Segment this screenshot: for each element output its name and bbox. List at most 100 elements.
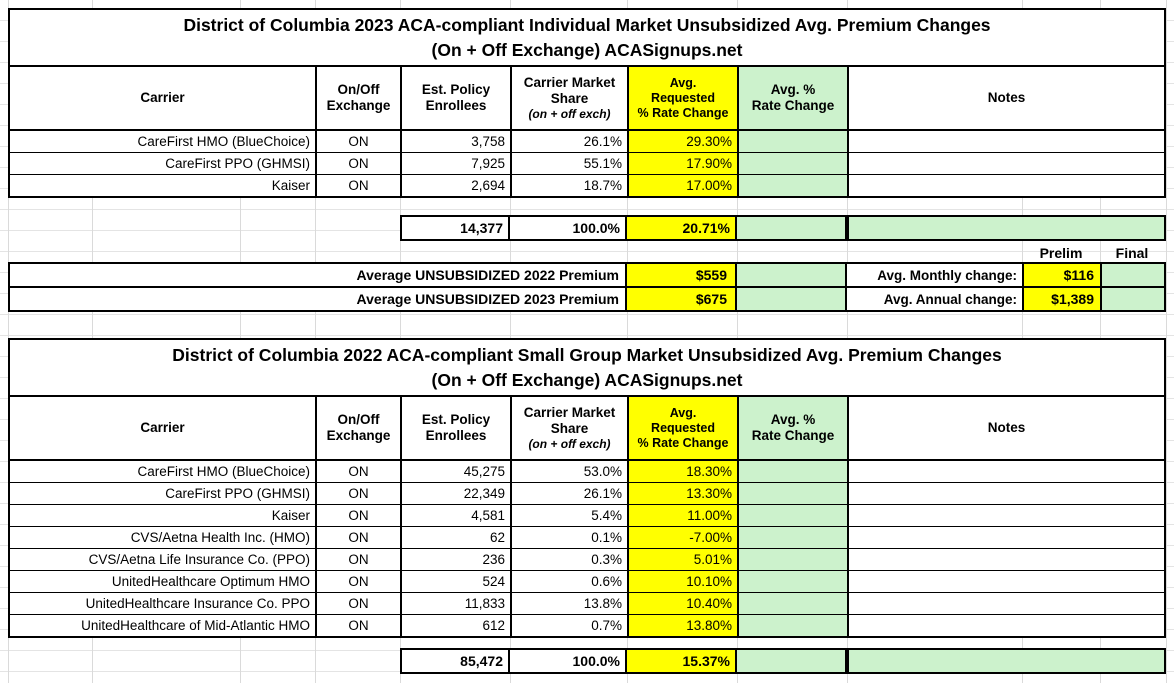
- requested-rate-cell: -7.00%: [629, 527, 739, 548]
- total-enrollees-cell: 85,472: [402, 650, 510, 672]
- notes-cell: [849, 175, 1164, 196]
- table-title-line1: District of Columbia 2022 ACA-compliant …: [172, 344, 1002, 365]
- prelim-column-label: Prelim: [1039, 244, 1083, 261]
- market-share-column-header: Carrier Market Share (on + off exch): [512, 67, 629, 129]
- market-share-column-header: Carrier Market Share (on + off exch): [512, 397, 629, 459]
- total-share-cell: 100.0%: [510, 217, 627, 239]
- notes-cell: [849, 615, 1164, 636]
- table-row: UnitedHealthcare Optimum HMO ON 524 0.6%…: [10, 571, 1164, 593]
- totals-notes-cell: [847, 215, 1166, 241]
- enrollees-cell: 524: [402, 571, 512, 592]
- carrier-column-header: Carrier: [10, 397, 317, 459]
- exchange-column-header: On/Off Exchange: [317, 397, 402, 459]
- annual-change-label: Avg. Annual change:: [883, 291, 1017, 307]
- annual-change-row: Avg. Annual change: $1,389: [845, 286, 1166, 312]
- individual-market-table: District of Columbia 2023 ACA-compliant …: [8, 8, 1166, 198]
- market-share-cell: 0.7%: [512, 615, 629, 636]
- exchange-cell: ON: [317, 593, 402, 614]
- exchange-cell: ON: [317, 175, 402, 196]
- notes-cell: [849, 571, 1164, 592]
- monthly-change-prelim-value: $116: [1022, 264, 1100, 286]
- total-avg-rate-cell: [737, 650, 845, 672]
- avg-rate-cell: [739, 131, 849, 152]
- enrollees-cell: 11,833: [402, 593, 512, 614]
- background-gridline: [1166, 0, 1167, 683]
- enrollees-cell: 22,349: [402, 483, 512, 504]
- avg-premium-2022-row: Average UNSUBSIDIZED 2022 Premium $559: [8, 262, 847, 288]
- carrier-cell: CareFirst PPO (GHMSI): [10, 483, 317, 504]
- exchange-cell: ON: [317, 527, 402, 548]
- enrollees-cell: 45,275: [402, 461, 512, 482]
- table-title: District of Columbia 2023 ACA-compliant …: [10, 10, 1164, 67]
- total-enrollees-cell: 14,377: [402, 217, 510, 239]
- carrier-cell: CVS/Aetna Life Insurance Co. (PPO): [10, 549, 317, 570]
- requested-rate-cell: 17.90%: [629, 153, 739, 174]
- total-requested-rate-cell: 20.71%: [627, 217, 737, 239]
- notes-cell: [849, 527, 1164, 548]
- carrier-cell: CareFirst HMO (BlueChoice): [10, 461, 317, 482]
- totals-notes-cell: [847, 648, 1166, 674]
- avg-rate-cell: [739, 571, 849, 592]
- avg-rate-cell: [739, 615, 849, 636]
- market-share-cell: 55.1%: [512, 153, 629, 174]
- monthly-change-label: Avg. Monthly change:: [877, 267, 1017, 283]
- table-row: CareFirst HMO (BlueChoice) ON 3,758 26.1…: [10, 131, 1164, 153]
- exchange-cell: ON: [317, 153, 402, 174]
- enrollees-cell: 7,925: [402, 153, 512, 174]
- avg-premium-2023-label: Average UNSUBSIDIZED 2023 Premium: [356, 291, 619, 307]
- notes-cell: [849, 505, 1164, 526]
- table-title-line2: (On + Off Exchange) ACASignups.net: [431, 369, 743, 390]
- avg-premium-2022-final-cell: [735, 264, 845, 286]
- carrier-cell: Kaiser: [10, 505, 317, 526]
- market-share-header-text: Carrier Market Share: [523, 75, 616, 106]
- small-group-totals-row: 85,472 100.0% 15.37%: [400, 648, 847, 674]
- market-share-cell: 26.1%: [512, 483, 629, 504]
- avg-premium-2022-value: $559: [625, 264, 735, 286]
- market-share-cell: 0.1%: [512, 527, 629, 548]
- table-row: Kaiser ON 2,694 18.7% 17.00%: [10, 175, 1164, 196]
- notes-cell: [849, 153, 1164, 174]
- requested-rate-cell: 11.00%: [629, 505, 739, 526]
- market-share-header-text: Carrier Market Share: [523, 405, 616, 436]
- exchange-cell: ON: [317, 571, 402, 592]
- carrier-column-header: Carrier: [10, 67, 317, 129]
- table-row: CVS/Aetna Health Inc. (HMO) ON 62 0.1% -…: [10, 527, 1164, 549]
- annual-change-prelim-value: $1,389: [1022, 288, 1100, 310]
- avg-rate-column-header: Avg. % Rate Change: [739, 67, 849, 129]
- avg-premium-2022-label: Average UNSUBSIDIZED 2022 Premium: [356, 267, 619, 283]
- avg-premium-2023-final-cell: [735, 288, 845, 310]
- table-row: UnitedHealthcare of Mid-Atlantic HMO ON …: [10, 615, 1164, 636]
- market-share-cell: 0.6%: [512, 571, 629, 592]
- notes-cell: [849, 549, 1164, 570]
- enrollees-cell: 62: [402, 527, 512, 548]
- total-requested-rate-cell: 15.37%: [627, 650, 737, 672]
- market-share-cell: 53.0%: [512, 461, 629, 482]
- avg-rate-cell: [739, 527, 849, 548]
- table-title-line1: District of Columbia 2023 ACA-compliant …: [183, 14, 991, 35]
- enrollees-column-header: Est. Policy Enrollees: [402, 397, 512, 459]
- table-row: CareFirst HMO (BlueChoice) ON 45,275 53.…: [10, 461, 1164, 483]
- notes-cell: [849, 483, 1164, 504]
- avg-rate-cell: [739, 505, 849, 526]
- annual-change-final-cell: [1100, 288, 1164, 310]
- monthly-change-final-cell: [1100, 264, 1164, 286]
- table-row: CareFirst PPO (GHMSI) ON 7,925 55.1% 17.…: [10, 153, 1164, 175]
- total-share-cell: 100.0%: [510, 650, 627, 672]
- market-share-cell: 5.4%: [512, 505, 629, 526]
- table-row: UnitedHealthcare Insurance Co. PPO ON 11…: [10, 593, 1164, 615]
- requested-rate-cell: 17.00%: [629, 175, 739, 196]
- carrier-cell: CareFirst PPO (GHMSI): [10, 153, 317, 174]
- avg-rate-cell: [739, 175, 849, 196]
- table-title-line2: (On + Off Exchange) ACASignups.net: [431, 39, 743, 60]
- requested-rate-column-header: Avg. Requested % Rate Change: [629, 397, 739, 459]
- market-share-cell: 13.8%: [512, 593, 629, 614]
- avg-rate-column-header: Avg. % Rate Change: [739, 397, 849, 459]
- requested-rate-cell: 5.01%: [629, 549, 739, 570]
- exchange-cell: ON: [317, 131, 402, 152]
- individual-totals-row: 14,377 100.0% 20.71%: [400, 215, 847, 241]
- exchange-cell: ON: [317, 615, 402, 636]
- enrollees-cell: 236: [402, 549, 512, 570]
- table-row: CareFirst PPO (GHMSI) ON 22,349 26.1% 13…: [10, 483, 1164, 505]
- avg-rate-cell: [739, 153, 849, 174]
- requested-rate-cell: 13.30%: [629, 483, 739, 504]
